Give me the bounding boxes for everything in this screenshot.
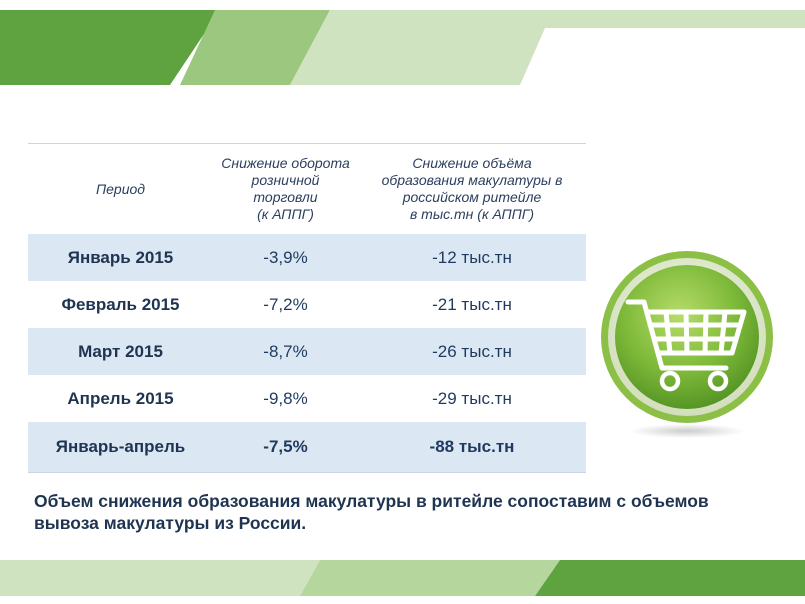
banner-mid-stripe: [180, 10, 330, 85]
turnover-cell: -3,9%: [213, 234, 358, 281]
period-cell: Январь 2015: [28, 234, 213, 281]
period-cell: Март 2015: [28, 328, 213, 375]
banner-light-stripe: [290, 10, 805, 85]
turnover-cell: -7,5%: [213, 422, 358, 473]
table-row-total: Январь-апрель -7,5% -88 тыс.тн: [28, 422, 586, 473]
data-table: Период Снижение оборота розничной торгов…: [28, 143, 586, 473]
table-row: Февраль 2015 -7,2% -21 тыс.тн: [28, 281, 586, 328]
footer-light-stripe: [0, 560, 320, 596]
table-row: Январь 2015 -3,9% -12 тыс.тн: [28, 234, 586, 281]
header-period: Период: [28, 143, 213, 234]
banner-dark-stripe: [0, 10, 220, 85]
table-row: Апрель 2015 -9,8% -29 тыс.тн: [28, 375, 586, 422]
volume-cell: -26 тыс.тн: [358, 328, 586, 375]
footer-mid-stripe: [300, 560, 560, 596]
header-turnover: Снижение оборота розничной торговли (к А…: [213, 143, 358, 234]
cart-badge: [598, 250, 776, 440]
volume-cell: -29 тыс.тн: [432, 388, 512, 408]
table-header-row: Период Снижение оборота розничной торгов…: [28, 143, 586, 234]
table-row: Март 2015 -8,7% -26 тыс.тн: [28, 328, 586, 375]
top-banner: [0, 10, 805, 85]
turnover-cell: -7,2%: [263, 294, 308, 314]
footer-dark-stripe: [535, 560, 805, 596]
volume-cell: -12 тыс.тн: [358, 234, 586, 281]
turnover-cell: -9,8%: [263, 388, 308, 408]
volume-cell: -21 тыс.тн: [432, 294, 512, 314]
header-volume: Снижение объёма образования макулатуры в…: [358, 143, 586, 234]
shopping-cart-icon: [601, 251, 773, 438]
turnover-cell: -8,7%: [213, 328, 358, 375]
period-cell: Февраль 2015: [61, 294, 180, 314]
bottom-banner: [0, 560, 805, 596]
period-cell: Апрель 2015: [67, 388, 174, 408]
period-cell: Январь-апрель: [28, 422, 213, 473]
summary-note: Объем снижения образования макулатуры в …: [34, 491, 709, 533]
volume-cell: -88 тыс.тн: [358, 422, 586, 473]
